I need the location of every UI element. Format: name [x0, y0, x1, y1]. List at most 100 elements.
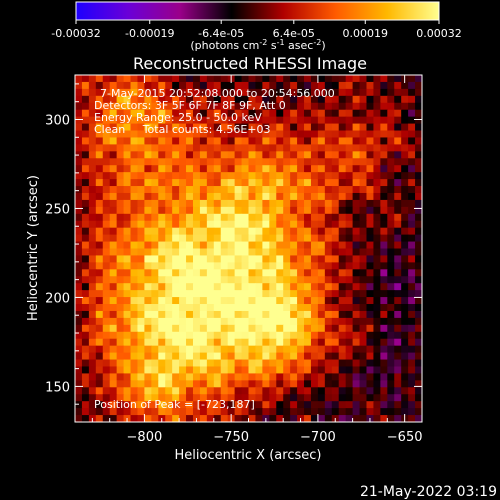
heatmap-pixel [172, 186, 180, 194]
heatmap-pixel [172, 269, 180, 277]
heatmap-pixel [373, 227, 381, 236]
heatmap-pixel [172, 255, 180, 263]
heatmap-pixel [123, 331, 132, 340]
heatmap-pixel [331, 241, 340, 250]
heatmap-pixel [283, 75, 291, 83]
heatmap-pixel [331, 199, 340, 208]
heatmap-pixel [179, 158, 187, 166]
heatmap-pixel [387, 304, 395, 312]
heatmap-pixel [248, 206, 257, 215]
heatmap-pixel [137, 415, 145, 422]
heatmap-pixel [345, 81, 354, 90]
heatmap-pixel [75, 220, 83, 229]
heatmap-pixel [137, 380, 145, 388]
heatmap-pixel [199, 317, 208, 326]
heatmap-pixel [179, 373, 187, 381]
heatmap-pixel [373, 373, 381, 381]
heatmap-pixel [324, 331, 333, 340]
heatmap-pixel [199, 116, 208, 125]
heatmap-pixel [283, 394, 291, 402]
heatmap-pixel [310, 151, 319, 159]
heatmap-pixel [186, 290, 194, 298]
heatmap-pixel [248, 179, 257, 187]
heatmap-pixel [290, 352, 298, 361]
heatmap-pixel [102, 338, 111, 347]
heatmap-pixel [165, 352, 173, 361]
heatmap-pixel [123, 75, 132, 83]
heatmap-pixel [165, 324, 173, 333]
heatmap-pixel [123, 179, 132, 187]
heatmap-pixel [234, 324, 243, 333]
heatmap-pixel [81, 394, 90, 402]
heatmap-pixel [109, 255, 118, 263]
heatmap-pixel [297, 158, 305, 166]
heatmap-pixel [102, 269, 111, 277]
heatmap-pixel [359, 144, 368, 152]
heatmap-pixel [186, 227, 194, 236]
heatmap-pixel [81, 331, 90, 340]
heatmap-pixel [415, 387, 422, 395]
heatmap-pixel [255, 324, 263, 333]
heatmap-pixel [387, 283, 395, 291]
heatmap-pixel [102, 387, 111, 395]
heatmap-pixel [186, 317, 194, 326]
heatmap-pixel [324, 380, 333, 388]
heatmap-pixel [165, 262, 173, 270]
heatmap-pixel [179, 206, 187, 215]
heatmap-pixel [234, 220, 243, 229]
heatmap-pixel [248, 359, 257, 368]
heatmap-pixel [144, 186, 152, 194]
heatmap-pixel [359, 380, 368, 388]
heatmap-pixel [373, 338, 381, 347]
heatmap-pixel [227, 192, 236, 201]
heatmap-pixel [304, 387, 312, 395]
heatmap-pixel [234, 352, 243, 361]
heatmap-pixel [401, 387, 409, 395]
heatmap-pixel [310, 345, 319, 354]
heatmap-pixel [102, 255, 111, 263]
heatmap-pixel [75, 172, 83, 180]
heatmap-pixel [408, 179, 416, 187]
heatmap-pixel [109, 373, 118, 381]
heatmap-pixel [338, 248, 347, 257]
heatmap-pixel [248, 262, 257, 270]
heatmap-pixel [179, 220, 187, 229]
heatmap-pixel [394, 324, 402, 333]
heatmap-pixel [199, 366, 208, 375]
heatmap-pixel [151, 137, 159, 145]
heatmap-pixel [144, 81, 152, 90]
heatmap-pixel [130, 366, 139, 375]
heatmap-pixel [387, 324, 395, 333]
heatmap-pixel [338, 206, 347, 215]
heatmap-pixel [75, 262, 83, 270]
heatmap-pixel [345, 283, 354, 291]
heatmap-pixel [109, 109, 118, 118]
heatmap-pixel [304, 276, 312, 284]
heatmap-pixel [75, 81, 83, 90]
heatmap-pixel [192, 373, 201, 381]
heatmap-pixel [158, 338, 166, 347]
heatmap-pixel [352, 269, 361, 277]
heatmap-pixel [213, 75, 222, 83]
heatmap-pixel [310, 373, 319, 381]
heatmap-pixel [227, 130, 236, 139]
heatmap-pixel [192, 262, 201, 270]
heatmap-pixel [172, 75, 180, 83]
heatmap-pixel [262, 95, 270, 104]
heatmap-pixel [297, 241, 305, 250]
heatmap-pixel [297, 220, 305, 229]
heatmap-pixel [324, 137, 333, 145]
heatmap-pixel [151, 324, 159, 333]
heatmap-pixel [116, 123, 125, 132]
heatmap-pixel [199, 109, 208, 118]
heatmap-pixel [227, 269, 236, 277]
heatmap-pixel [220, 415, 229, 422]
heatmap-pixel [317, 123, 326, 132]
heatmap-pixel [179, 109, 187, 118]
heatmap-pixel [394, 213, 402, 222]
heatmap-pixel [352, 213, 361, 222]
heatmap-pixel [199, 186, 208, 194]
heatmap-pixel [144, 352, 152, 361]
heatmap-pixel [317, 130, 326, 139]
heatmap-pixel [345, 88, 354, 97]
